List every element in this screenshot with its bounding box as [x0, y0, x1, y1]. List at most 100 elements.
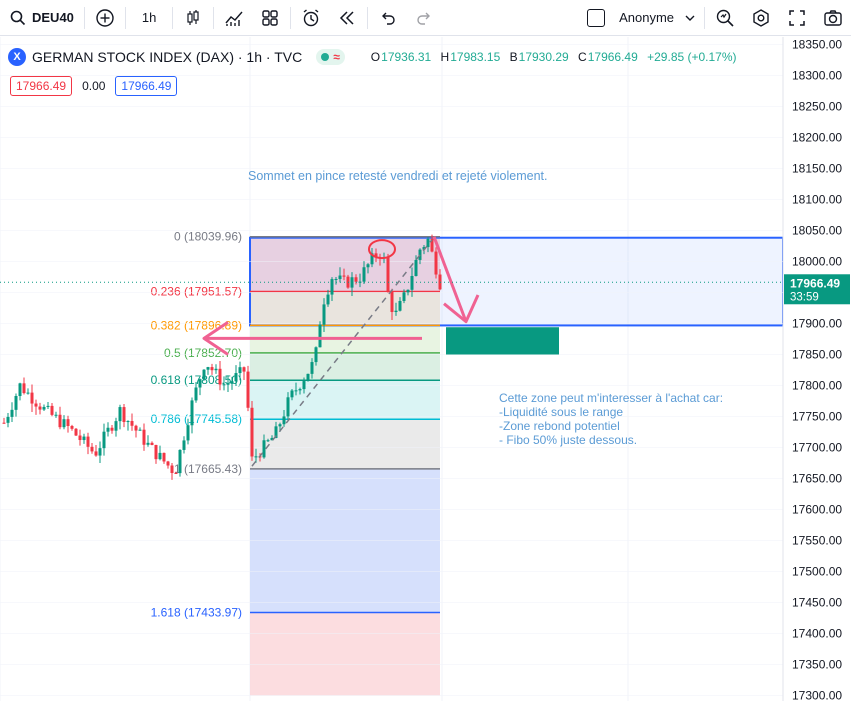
- candle-body: [18, 383, 22, 397]
- chart-pane[interactable]: 0 (18039.96) 0.236 (17951.57) 0.382 (17896…: [0, 37, 851, 701]
- price-tick-label: 17800.00: [792, 379, 842, 393]
- candle-body: [218, 368, 222, 385]
- buy-price-button[interactable]: 17966.49: [115, 76, 178, 96]
- delayed-data-icon: ≈: [333, 50, 340, 64]
- candle-body: [158, 452, 162, 460]
- settings-button[interactable]: [743, 0, 779, 36]
- candle-body: [62, 419, 66, 428]
- price-tick-label: 17650.00: [792, 472, 842, 486]
- chart-type-button[interactable]: [175, 0, 211, 36]
- scan-icon: [716, 9, 734, 27]
- candle-body: [2, 422, 6, 424]
- candle-body: [282, 416, 286, 425]
- candle-body: [74, 428, 78, 436]
- candle-body: [226, 383, 230, 385]
- candle-body: [434, 251, 438, 275]
- candle-body: [314, 347, 318, 363]
- candle-body: [146, 442, 150, 445]
- chart-legend: X GERMAN STOCK INDEX (DAX) · 1h · TVC ≈ …: [8, 48, 737, 66]
- candle-body: [426, 238, 430, 248]
- price-tick-label: 17700.00: [792, 441, 842, 455]
- interval-button[interactable]: 1h: [128, 0, 170, 36]
- top-highlight-circle[interactable]: [368, 239, 396, 260]
- candle-body: [186, 425, 190, 441]
- candle-body: [82, 436, 86, 441]
- redo-button[interactable]: [406, 0, 442, 36]
- candle-body: [30, 392, 34, 404]
- candle-body: [34, 403, 38, 407]
- price-tick-label: 17600.00: [792, 503, 842, 517]
- market-status-badge[interactable]: ≈: [316, 49, 345, 65]
- candle-body: [102, 431, 106, 449]
- symbol-search[interactable]: DEU40: [0, 0, 82, 36]
- account-menu[interactable]: Anonyme: [579, 0, 702, 36]
- price-tick-label: 17300.00: [792, 689, 842, 701]
- toolbar-divider: [290, 6, 292, 29]
- candle-body: [162, 452, 166, 462]
- buy-zone-rect[interactable]: [446, 327, 559, 355]
- candle-body: [210, 367, 214, 371]
- candle-body: [150, 442, 154, 445]
- candle-body: [430, 238, 434, 252]
- candle-body: [298, 389, 302, 391]
- fib-zone: [250, 352, 440, 381]
- layouts-icon: [262, 9, 279, 26]
- open-label: O: [370, 50, 381, 64]
- candle-body: [170, 465, 174, 474]
- candle-body: [130, 421, 134, 426]
- candle-body: [406, 289, 410, 293]
- layouts-button[interactable]: [252, 0, 288, 36]
- candle-body: [334, 279, 338, 281]
- fullscreen-button[interactable]: [779, 0, 815, 36]
- fib-zone: [250, 612, 440, 696]
- candle-body: [198, 379, 202, 388]
- candle-body: [42, 406, 46, 410]
- candle-body: [262, 440, 266, 458]
- candle-body: [362, 267, 366, 282]
- alert-button[interactable]: [293, 0, 329, 36]
- candle-body: [286, 397, 290, 417]
- indicators-button[interactable]: [216, 0, 252, 36]
- candle-body: [394, 310, 398, 313]
- indicators-icon: [225, 11, 243, 26]
- fib-zone: [250, 291, 440, 326]
- price-tick-label: 17400.00: [792, 627, 842, 641]
- candle-body: [134, 425, 138, 431]
- high-label: H: [440, 50, 450, 64]
- fib-level-label: 0.236 (17951.57): [151, 285, 242, 299]
- arrow-shaft[interactable]: [432, 236, 468, 323]
- candle-body: [142, 429, 146, 445]
- candles-icon: [187, 9, 199, 25]
- account-label: Anonyme: [619, 10, 674, 25]
- undo-button[interactable]: [370, 0, 406, 36]
- toolbar-divider: [704, 6, 705, 29]
- sell-price-button[interactable]: 17966.49: [10, 76, 73, 96]
- quick-search-button[interactable]: [707, 0, 743, 36]
- fib-zone: [250, 380, 440, 420]
- candle-body: [78, 435, 82, 441]
- replay-icon: [340, 10, 354, 25]
- layout-checkbox[interactable]: [587, 8, 606, 27]
- legend-title[interactable]: GERMAN STOCK INDEX (DAX) · 1h · TVC: [32, 49, 303, 65]
- fib-level-label: 1 (17665.43): [174, 462, 242, 476]
- candle-body: [194, 387, 198, 401]
- range-box[interactable]: [249, 236, 784, 327]
- candle-body: [274, 426, 278, 438]
- redo-icon: [417, 12, 431, 25]
- price-axis[interactable]: [783, 37, 851, 701]
- candle-body: [138, 429, 142, 431]
- replay-button[interactable]: [329, 0, 365, 36]
- chart-canvas[interactable]: 0 (18039.96) 0.236 (17951.57) 0.382 (17896…: [0, 37, 851, 701]
- fib-zone: [250, 419, 440, 469]
- trend-line[interactable]: [251, 239, 433, 467]
- compare-button[interactable]: [87, 0, 123, 36]
- candle-body: [422, 247, 426, 250]
- alert-icon: [303, 8, 319, 26]
- candle-body: [114, 421, 118, 431]
- candle-body: [174, 473, 178, 475]
- candle-body: [66, 419, 70, 427]
- price-tick-label: 17450.00: [792, 596, 842, 610]
- fullscreen-icon: [789, 9, 805, 26]
- zone-annotation-text: -Zone rebond potentiel: [499, 419, 620, 433]
- snapshot-button[interactable]: [815, 0, 851, 36]
